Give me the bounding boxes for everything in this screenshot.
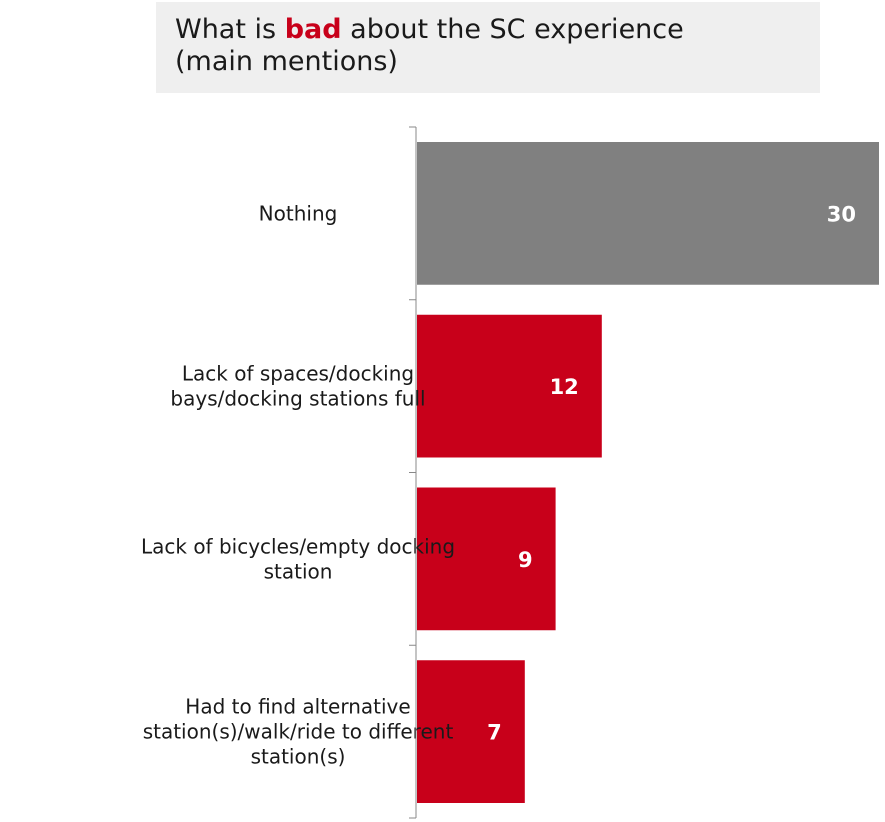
data-label: 30 (827, 202, 856, 226)
category-label-line: station(s)/walk/ride to different (143, 720, 454, 744)
category-label: Lack of bicycles/empty docking station (141, 534, 455, 583)
chart-title: What is bad about the SC experience (mai… (156, 2, 820, 93)
data-label: 12 (550, 375, 579, 399)
category-label-line: bays/docking stations full (170, 387, 425, 411)
bar (417, 487, 556, 631)
title-text-after: about the SC experience (341, 14, 684, 45)
data-label: 7 (487, 721, 502, 745)
category-label-line: station(s) (251, 745, 346, 769)
category-label-line: Lack of spaces/docking (182, 362, 414, 386)
data-label: 9 (518, 548, 533, 572)
category-label: Lack of spaces/docking bays/docking stati… (170, 362, 425, 411)
bar (417, 314, 602, 458)
bar (417, 660, 525, 803)
category-label-line: station (264, 559, 333, 583)
category-label-line: Had to find alternative (185, 695, 410, 719)
title-highlight: bad (284, 14, 342, 45)
category-label-line: Lack of bicycles/empty docking (141, 534, 455, 558)
title-line-2: (main mentions) (175, 46, 398, 77)
category-label: Nothing (259, 201, 338, 225)
category-label: Had to find alternative station(s)/walk/r… (143, 695, 454, 769)
title-text-before: What is (175, 14, 285, 45)
category-label-line: Nothing (259, 201, 338, 225)
bar (417, 142, 879, 285)
